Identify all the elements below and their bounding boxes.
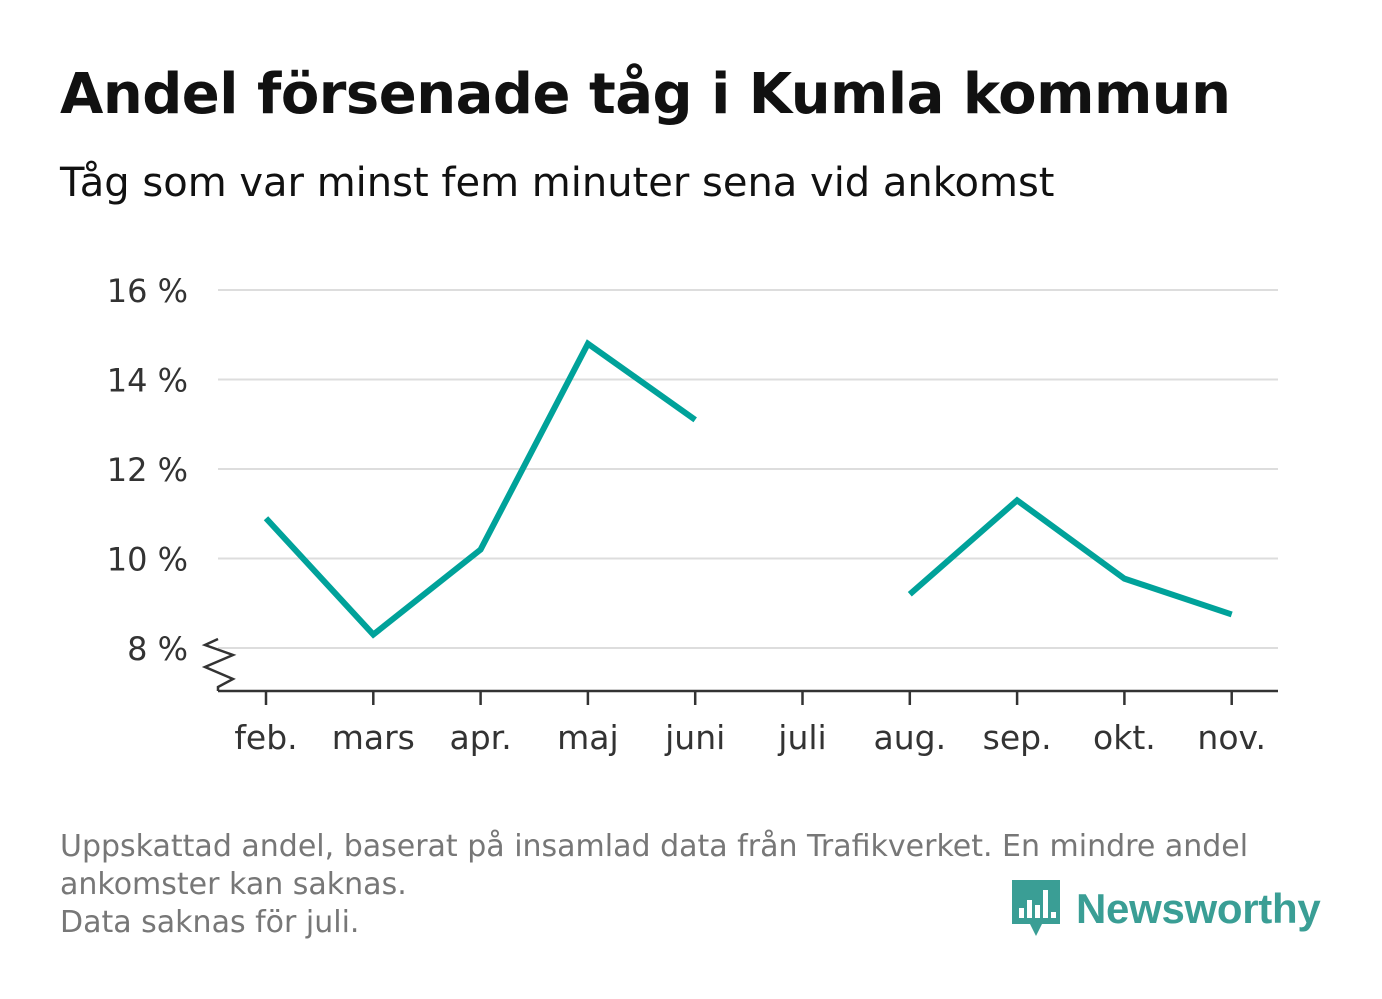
x-tick-label: nov. xyxy=(1197,718,1266,757)
series-line-segment xyxy=(263,339,697,639)
x-axis xyxy=(201,637,1278,705)
grid-lines xyxy=(218,289,1278,649)
x-tick-label: apr. xyxy=(449,718,511,757)
x-tick-label: juli xyxy=(777,718,826,757)
y-tick-label: 14 % xyxy=(107,362,188,400)
x-tick-label: juni xyxy=(664,718,725,757)
chart-title: Andel försenade tåg i Kumla kommun xyxy=(60,62,1231,127)
footnote-line: Data saknas för juli. xyxy=(60,905,360,940)
x-tick-label: feb. xyxy=(234,718,297,757)
y-tick-label: 10 % xyxy=(107,541,188,579)
footnote: Uppskattad andel, baserat på insamlad da… xyxy=(60,828,1248,942)
x-tick-label: aug. xyxy=(874,718,947,757)
y-tick-label: 16 % xyxy=(107,272,188,310)
x-tick-label: sep. xyxy=(983,718,1052,757)
y-tick-label: 8 % xyxy=(127,630,188,668)
x-tick-label: okt. xyxy=(1093,718,1156,757)
footnote-line: ankomster kan saknas. xyxy=(60,867,407,902)
axis-break-marker xyxy=(201,637,237,691)
bar-chart-speech-bubble-icon xyxy=(1012,880,1060,936)
series-line-segment xyxy=(907,496,1233,618)
brand-name: Newsworthy xyxy=(1076,885,1321,932)
y-tick-label: 12 % xyxy=(107,451,188,489)
series-delayed-share xyxy=(263,339,1233,639)
x-tick-label: maj xyxy=(557,718,619,757)
footnote-line: Uppskattad andel, baserat på insamlad da… xyxy=(60,829,1249,864)
y-axis-tick-labels: 8 % 10 % 12 % 14 % 16 % xyxy=(107,272,188,668)
newsworthy-logo[interactable]: Newsworthy xyxy=(1010,878,1321,940)
chart-subtitle: Tåg som var minst fem minuter sena vid a… xyxy=(60,160,1055,206)
x-axis-tick-labels: feb. mars apr. maj juni juli aug. sep. okt. nov. xyxy=(234,718,1266,757)
x-tick-label: mars xyxy=(332,718,415,757)
